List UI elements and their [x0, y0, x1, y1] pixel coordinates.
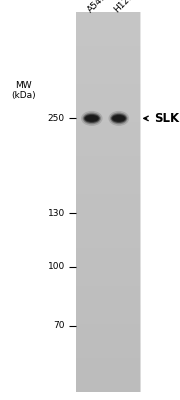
Ellipse shape [81, 111, 103, 126]
Ellipse shape [111, 114, 127, 123]
Text: 250: 250 [48, 114, 65, 123]
Text: 70: 70 [53, 321, 65, 330]
Ellipse shape [109, 111, 129, 126]
Bar [76, 12, 140, 392]
Text: 100: 100 [48, 262, 65, 271]
Ellipse shape [85, 115, 99, 122]
Ellipse shape [110, 112, 128, 124]
Text: 130: 130 [48, 209, 65, 218]
Text: SLK: SLK [154, 112, 179, 125]
Text: MW
(kDa): MW (kDa) [11, 81, 36, 100]
Ellipse shape [83, 112, 101, 124]
Text: A549: A549 [86, 0, 109, 14]
Text: H1299: H1299 [112, 0, 140, 14]
Ellipse shape [113, 116, 125, 121]
Ellipse shape [112, 115, 125, 122]
Ellipse shape [86, 116, 98, 121]
Ellipse shape [84, 114, 100, 123]
